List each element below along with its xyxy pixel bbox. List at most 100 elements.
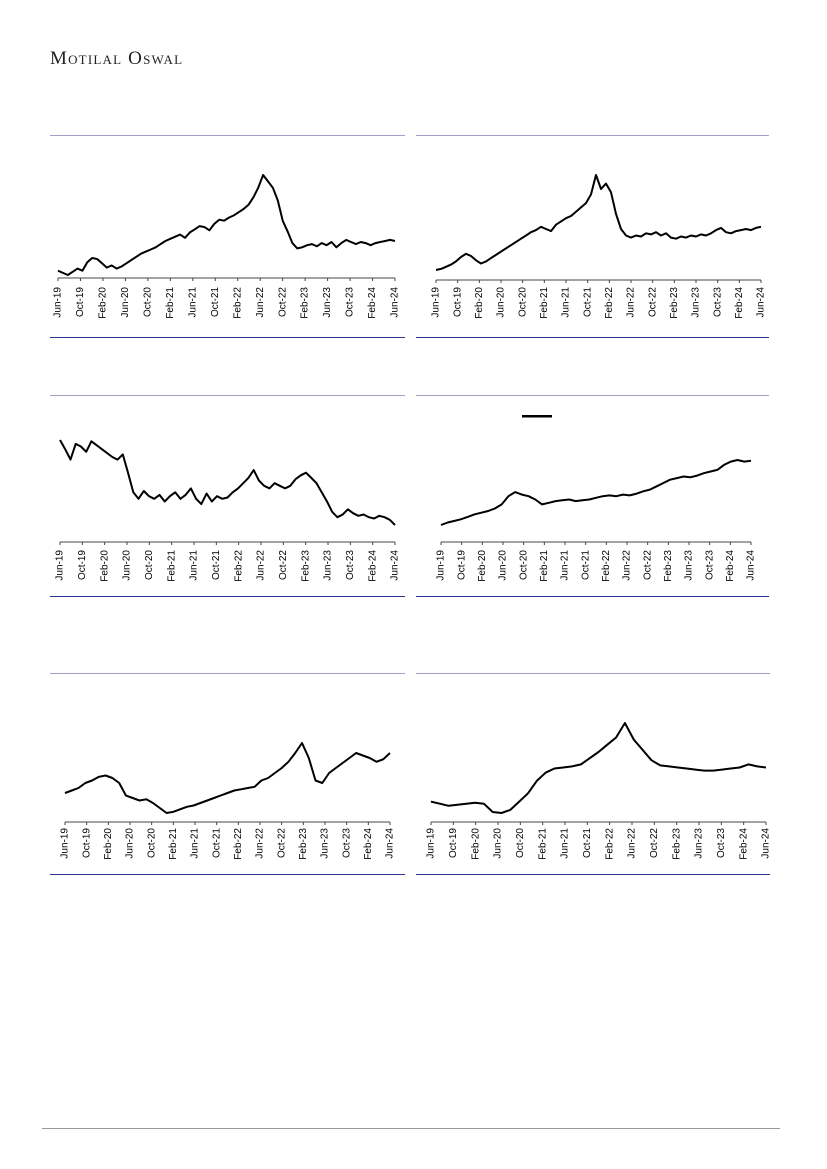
x-tick-label: Feb-20 xyxy=(477,550,488,582)
x-tick-label: Oct-20 xyxy=(144,550,155,580)
series-line xyxy=(59,439,396,526)
x-tick-label: Oct-19 xyxy=(81,828,92,858)
x-tick-label: Feb-20 xyxy=(474,287,485,319)
x-tick-label: Oct-19 xyxy=(75,287,86,317)
chart-2-top-rule xyxy=(416,135,769,136)
series-line xyxy=(64,742,391,814)
x-tick-label: Feb-22 xyxy=(233,828,244,860)
x-tick-label: Feb-24 xyxy=(738,828,749,860)
x-tick-label: Feb-20 xyxy=(470,828,481,860)
x-tick-label: Jun-20 xyxy=(496,287,507,318)
x-tick-label: Oct-20 xyxy=(143,287,154,317)
x-tick-label: Feb-21 xyxy=(537,828,548,860)
x-tick-label: Jun-24 xyxy=(390,287,401,318)
chart-3-bottom-rule xyxy=(50,596,405,597)
x-tick-label: Jun-19 xyxy=(55,550,66,581)
x-tick-label: Jun-24 xyxy=(385,828,396,859)
chart-3-top-rule xyxy=(50,395,405,396)
x-tick-label: Oct-22 xyxy=(278,550,289,580)
chart-1: Jun-19 Oct-19 Feb-20 Jun-20 Oct-20 Feb-21 Jun-… xyxy=(53,174,401,319)
x-tick-label: Jun-20 xyxy=(122,550,133,581)
x-tick-label: Jun-23 xyxy=(320,828,331,859)
x-tick-label: Oct-19 xyxy=(456,550,467,580)
x-tick-label: Oct-21 xyxy=(582,828,593,858)
x-tick-label: Jun-21 xyxy=(187,287,198,318)
x-tick-label: Feb-21 xyxy=(539,550,550,582)
chart-2-bottom-rule xyxy=(416,337,769,338)
chart-4: Jun-19 Oct-19 Feb-20 Jun-20 Oct-20 Feb-21 Jun-… xyxy=(436,415,757,582)
x-tick-label: Oct-21 xyxy=(580,550,591,580)
x-tick-label: Jun-21 xyxy=(190,828,201,859)
x-tick-label: Oct-22 xyxy=(647,287,658,317)
chart-5: Jun-19 Oct-19 Feb-20 Jun-20 Oct-20 Feb-21 Jun-… xyxy=(60,742,396,860)
x-tick-label: Jun-20 xyxy=(120,287,131,318)
chart-2: Jun-19 Oct-19 Feb-20 Jun-20 Oct-20 Feb-21 Jun-… xyxy=(431,174,767,319)
x-tick-label: Feb-20 xyxy=(98,287,109,319)
x-tick-label: Feb-20 xyxy=(103,828,114,860)
x-tick-label: Feb-22 xyxy=(604,828,615,860)
x-tick-label: Oct-22 xyxy=(649,828,660,858)
x-tick-label: Jun-24 xyxy=(761,828,772,859)
x-tick-label: Jun-22 xyxy=(622,550,633,581)
x-tick-label: Oct-22 xyxy=(642,550,653,580)
x-tick-label: Oct-19 xyxy=(77,550,88,580)
x-tick-label: Feb-22 xyxy=(233,550,244,582)
chart-3: Jun-19 Oct-19 Feb-20 Jun-20 Oct-20 Feb-21 Jun-… xyxy=(55,439,401,582)
x-tick-label: Feb-24 xyxy=(734,287,745,319)
chart-5-bottom-rule xyxy=(50,874,405,875)
x-tick-label: Oct-20 xyxy=(517,287,528,317)
chart-1-bottom-rule xyxy=(50,337,405,338)
x-tick-label: Jun-20 xyxy=(498,550,509,581)
x-tick-label: Feb-22 xyxy=(601,550,612,582)
x-tick-label: Oct-21 xyxy=(582,287,593,317)
chart-panel-5: Jun-19 Oct-19 Feb-20 Jun-20 Oct-20 Feb-21 Jun-… xyxy=(50,673,405,875)
x-tick-label: Jun-22 xyxy=(256,550,267,581)
x-tick-label: Jun-19 xyxy=(426,828,437,859)
x-tick-label: Oct-23 xyxy=(704,550,715,580)
x-tick-label: Jun-22 xyxy=(626,287,637,318)
x-tick-label: Jun-20 xyxy=(125,828,136,859)
chart-6: Jun-19 Oct-19 Feb-20 Jun-20 Oct-20 Feb-21 Jun-… xyxy=(426,722,772,860)
series-line xyxy=(430,722,767,814)
chart-panel-1: Jun-19 Oct-19 Feb-20 Jun-20 Oct-20 Feb-21 Jun-… xyxy=(50,135,405,338)
x-tick-label: Oct-23 xyxy=(345,550,356,580)
x-tick-label: Oct-23 xyxy=(712,287,723,317)
x-tick-label: Jun-19 xyxy=(60,828,71,859)
x-tick-label: Jun-21 xyxy=(560,550,571,581)
x-tick-label: Feb-24 xyxy=(367,550,378,582)
x-tick-label: Feb-24 xyxy=(725,550,736,582)
x-tick-label: Feb-21 xyxy=(166,550,177,582)
x-tick-label: Jun-23 xyxy=(323,550,334,581)
x-tick-label: Jun-24 xyxy=(390,550,401,581)
series-line xyxy=(435,174,762,271)
x-tick-label: Oct-20 xyxy=(146,828,157,858)
chart-1-top-rule xyxy=(50,135,405,136)
legend-swatch xyxy=(522,415,552,418)
x-tick-label: Feb-23 xyxy=(300,287,311,319)
x-tick-label: Jun-19 xyxy=(431,287,442,318)
x-tick-label: Feb-23 xyxy=(669,287,680,319)
x-tick-label: Oct-21 xyxy=(211,828,222,858)
x-tick-label: Oct-19 xyxy=(452,287,463,317)
chart-panel-4: Jun-19 Oct-19 Feb-20 Jun-20 Oct-20 Feb-21 Jun-… xyxy=(416,395,769,597)
x-tick-label: Jun-21 xyxy=(560,828,571,859)
x-tick-label: Oct-19 xyxy=(448,828,459,858)
x-tick-label: Oct-21 xyxy=(211,550,222,580)
x-tick-label: Jun-20 xyxy=(493,828,504,859)
x-tick-label: Feb-23 xyxy=(298,828,309,860)
series-line xyxy=(57,174,396,276)
x-tick-label: Jun-22 xyxy=(627,828,638,859)
x-tick-label: Jun-22 xyxy=(255,287,266,318)
x-tick-label: Feb-21 xyxy=(165,287,176,319)
x-tick-label: Oct-21 xyxy=(210,287,221,317)
x-tick-label: Oct-23 xyxy=(341,828,352,858)
chart-panel-3: Jun-19 Oct-19 Feb-20 Jun-20 Oct-20 Feb-21 Jun-… xyxy=(50,395,405,597)
x-tick-label: Jun-23 xyxy=(691,287,702,318)
x-tick-label: Jun-21 xyxy=(561,287,572,318)
x-tick-label: Jun-24 xyxy=(756,287,767,318)
chart-panel-6: Jun-19 Oct-19 Feb-20 Jun-20 Oct-20 Feb-21 Jun-… xyxy=(416,673,772,875)
x-tick-label: Jun-23 xyxy=(694,828,705,859)
chart-4-bottom-rule xyxy=(416,596,769,597)
x-tick-label: Feb-23 xyxy=(671,828,682,860)
x-tick-label: Jun-22 xyxy=(255,828,266,859)
